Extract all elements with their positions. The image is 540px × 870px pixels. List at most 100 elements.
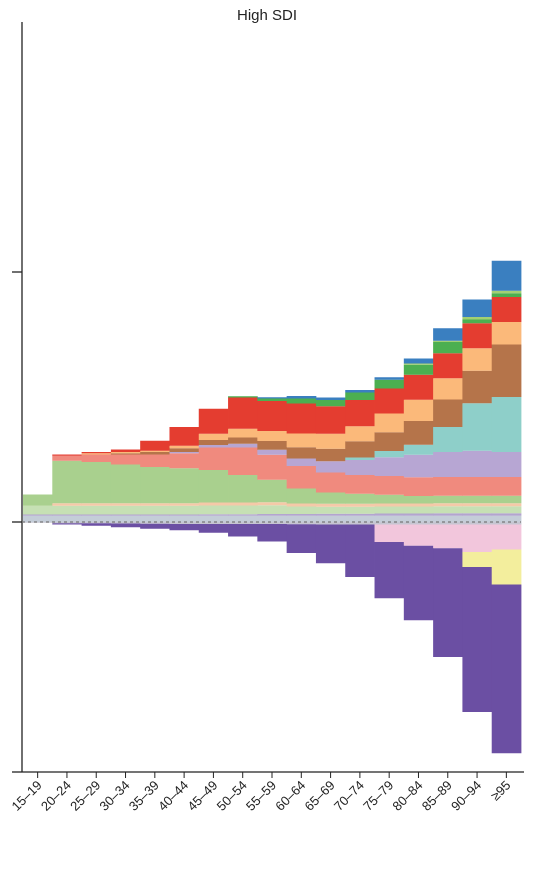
x-tick-label: 30–34 xyxy=(96,778,132,814)
bar-segment-pos-8-10 xyxy=(315,448,346,462)
bar-segment-neg-0-13 xyxy=(403,522,434,525)
bar-segment-pos-2-15 xyxy=(462,506,493,514)
bar-segment-pos-1-10 xyxy=(315,513,346,516)
bar-segment-pos-4-5 xyxy=(169,468,200,504)
bar-segment-pos-0-7 xyxy=(228,515,258,522)
bar-segment-pos-1-11 xyxy=(345,513,375,516)
bar-segment-pos-2-10 xyxy=(315,506,346,514)
bar-segment-pos-13-15 xyxy=(462,299,493,317)
bar-segment-neg-0-11 xyxy=(345,522,375,525)
bar-segment-pos-7-15 xyxy=(462,403,493,451)
bar-segment-pos-3-3 xyxy=(110,503,141,506)
bar-segment-pos-3-15 xyxy=(462,503,493,507)
bar-segment-pos-1-4 xyxy=(140,514,170,516)
bar-segment-pos-3-5 xyxy=(169,503,200,506)
bars-group xyxy=(23,260,522,754)
bar-segment-pos-11-13 xyxy=(403,364,434,375)
bar-segment-pos-4-3 xyxy=(110,464,141,504)
bar-segment-neg-3-2 xyxy=(81,523,112,526)
bar-segment-pos-13-9 xyxy=(286,396,317,399)
bar-segment-pos-0-8 xyxy=(257,515,288,522)
bar-segment-pos-2-16 xyxy=(491,506,522,514)
bar-segment-pos-4-11 xyxy=(345,493,375,504)
bar-segment-pos-10-5 xyxy=(169,427,200,446)
bar-segment-pos-13-8 xyxy=(257,397,288,399)
bar-segment-pos-0-3 xyxy=(110,515,141,522)
bar-segment-pos-8-4 xyxy=(140,452,170,455)
bar-segment-neg-3-14 xyxy=(433,548,463,657)
x-tick-label: 40–44 xyxy=(155,778,191,814)
bar-segment-pos-7-16 xyxy=(491,397,522,452)
bar-segment-neg-3-5 xyxy=(169,524,200,531)
bar-segment-pos-4-1 xyxy=(52,460,82,504)
bar-segment-neg-0-5 xyxy=(169,522,200,524)
bar-segment-pos-5-7 xyxy=(228,447,258,475)
bar-segment-neg-3-1 xyxy=(52,523,82,525)
bar-segment-neg-0-3 xyxy=(110,522,141,524)
x-tick-label: 85–89 xyxy=(419,778,455,814)
bar-segment-neg-0-14 xyxy=(433,522,463,525)
bar-segment-pos-9-2 xyxy=(81,453,112,455)
bar-segment-pos-12-14 xyxy=(433,340,463,342)
bar-segment-neg-0-15 xyxy=(462,522,493,525)
bar-segment-pos-6-13 xyxy=(403,454,434,478)
bar-segment-pos-9-8 xyxy=(257,431,288,441)
bar-segment-pos-0-1 xyxy=(52,515,82,522)
bar-segment-pos-6-14 xyxy=(433,452,463,477)
bar-segment-pos-8-15 xyxy=(462,370,493,404)
bar-segment-pos-10-6 xyxy=(198,408,229,434)
bar-segment-pos-0-5 xyxy=(169,515,200,522)
bar-segment-pos-8-14 xyxy=(433,399,463,427)
bar-segment-pos-1-7 xyxy=(228,514,258,516)
bar-segment-neg-0-1 xyxy=(52,522,82,524)
bar-segment-pos-3-9 xyxy=(286,503,317,507)
x-tick-label: ≥95 xyxy=(488,778,514,804)
bar-segment-neg-1-12 xyxy=(374,524,405,542)
bar-segment-pos-2-5 xyxy=(169,505,200,515)
bar-segment-neg-0-7 xyxy=(228,522,258,524)
bar-segment-pos-8-13 xyxy=(403,421,434,445)
bar-segment-pos-2-1 xyxy=(52,505,82,515)
bar-segment-pos-6-11 xyxy=(345,460,375,475)
x-tick-label: 15–19 xyxy=(9,778,45,814)
bar-segment-neg-1-14 xyxy=(433,524,463,549)
bar-segment-pos-3-2 xyxy=(81,503,112,506)
bar-segment-pos-9-16 xyxy=(491,322,522,345)
bar-segment-pos-5-3 xyxy=(110,454,141,465)
bar-segment-neg-3-8 xyxy=(257,524,288,542)
bar-segment-pos-2-14 xyxy=(433,506,463,514)
bar-segment-pos-0-13 xyxy=(403,515,434,522)
x-tick-label: 75–79 xyxy=(360,778,396,814)
bar-segment-pos-9-3 xyxy=(110,452,141,454)
bar-segment-pos-4-6 xyxy=(198,470,229,503)
bar-segment-pos-4-7 xyxy=(228,475,258,503)
bar-segment-pos-0-6 xyxy=(198,515,229,522)
bar-segment-pos-4-10 xyxy=(315,492,346,504)
bar-segment-pos-4-4 xyxy=(140,467,170,504)
bar-segment-neg-3-7 xyxy=(228,524,258,537)
bar-segment-neg-3-11 xyxy=(345,524,375,577)
bar-segment-pos-5-5 xyxy=(169,453,200,469)
bar-segment-pos-9-11 xyxy=(345,426,375,442)
bar-segment-neg-2-15 xyxy=(462,552,493,567)
x-tick-label: 20–24 xyxy=(38,778,74,814)
bar-segment-neg-3-15 xyxy=(462,567,493,712)
bar-segment-neg-3-4 xyxy=(140,523,170,529)
bar-segment-pos-1-6 xyxy=(198,514,229,516)
bar-segment-pos-10-1 xyxy=(52,454,82,456)
y-ticks-group xyxy=(12,271,22,773)
bar-segment-pos-13-12 xyxy=(374,377,405,380)
x-tick-label: 80–84 xyxy=(389,778,425,814)
bar-segment-pos-5-13 xyxy=(403,477,434,496)
bar-segment-pos-13-16 xyxy=(491,260,522,291)
bar-segment-pos-1-16 xyxy=(491,513,522,516)
bar-segment-pos-3-8 xyxy=(257,502,288,506)
bar-segment-pos-1-0 xyxy=(23,514,53,516)
bar-segment-pos-2-4 xyxy=(140,505,170,515)
bar-segment-pos-10-9 xyxy=(286,403,317,434)
x-tick-label: 90–94 xyxy=(448,778,484,814)
bar-segment-pos-6-8 xyxy=(257,449,288,455)
bar-segment-pos-5-6 xyxy=(198,447,229,470)
bar-segment-pos-7-11 xyxy=(345,457,375,460)
